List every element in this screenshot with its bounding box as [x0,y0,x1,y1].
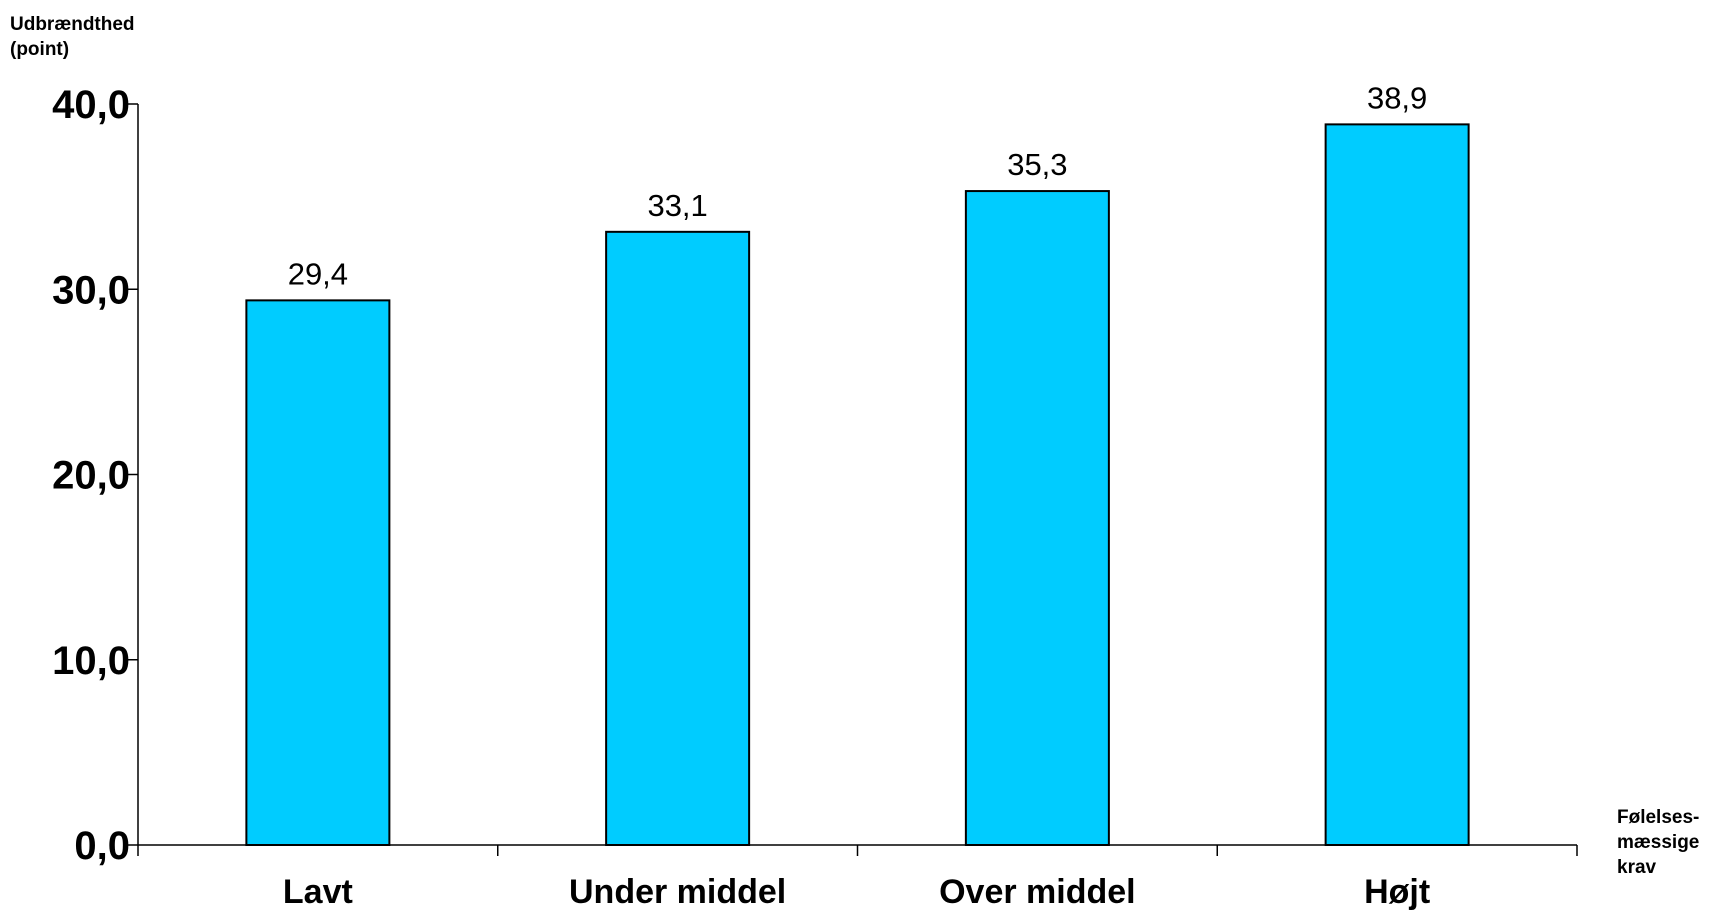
x-tick-label: Højt [1364,873,1430,911]
bar [964,190,1110,846]
x-tick-label: Over middel [939,873,1136,911]
y-tick-label: 0,0 [74,824,130,868]
data-label: 35,3 [1007,147,1067,182]
data-label: 38,9 [1367,80,1427,115]
bar [245,299,391,846]
y-tick-label: 20,0 [52,454,130,498]
data-label: 33,1 [647,188,707,223]
y-tick-label: 30,0 [52,268,130,312]
bar [605,230,751,846]
data-label: 29,4 [288,256,348,291]
x-tick-label: Lavt [283,873,353,911]
x-tick-label: Under middel [569,873,786,911]
x-axis-title: Følelses- mæssige krav [1617,807,1700,878]
y-axis-title: Udbrændthed (point) [10,14,135,60]
bar [1324,123,1470,846]
y-tick-label: 40,0 [52,83,130,127]
y-tick-label: 10,0 [52,639,130,683]
